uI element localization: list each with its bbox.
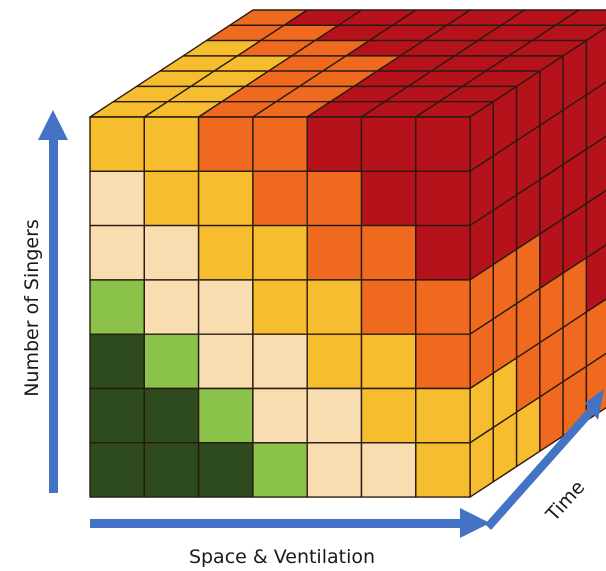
side-cell (585, 81, 606, 150)
z-axis-label: Time (541, 476, 589, 526)
front-cell (252, 279, 308, 335)
front-cell (89, 279, 146, 335)
front-cell (197, 224, 254, 281)
side-cell (585, 135, 606, 205)
front-cell (415, 387, 471, 444)
front-cell (360, 170, 417, 227)
front-cell (415, 279, 471, 335)
z-axis-arrow (485, 389, 604, 530)
front-cell (360, 333, 417, 390)
side-cell (585, 244, 606, 313)
front-cell (89, 442, 146, 498)
front-cell (360, 279, 417, 335)
front-cell (306, 170, 363, 227)
cube-top-face (89, 9, 606, 118)
front-cell (415, 170, 471, 227)
x-axis-arrow (90, 508, 490, 538)
front-cell (360, 116, 417, 173)
y-axis-arrow (38, 110, 68, 493)
front-cell (360, 387, 417, 444)
front-cell (143, 224, 200, 281)
front-cell (252, 170, 308, 227)
front-cell (143, 442, 200, 498)
front-cell (415, 333, 471, 390)
front-cell (89, 333, 146, 390)
front-cell (415, 442, 471, 498)
front-cell (89, 116, 146, 173)
front-cell (306, 387, 363, 444)
front-cell (252, 116, 308, 173)
front-cell (143, 170, 200, 227)
front-cell (306, 442, 363, 498)
front-cell (197, 442, 254, 498)
front-cell (197, 170, 254, 227)
x-axis-label: Space & Ventilation (189, 546, 375, 568)
front-cell (143, 279, 200, 335)
front-cell (89, 387, 146, 444)
front-cell (197, 279, 254, 335)
front-cell (143, 116, 200, 173)
side-cell (585, 26, 606, 96)
front-cell (89, 224, 146, 281)
front-cell (197, 333, 254, 390)
front-cell (252, 442, 308, 498)
front-cell (415, 116, 471, 173)
front-cell (252, 387, 308, 444)
front-cell (306, 333, 363, 390)
front-cell (252, 224, 308, 281)
front-cell (89, 170, 146, 227)
front-cell (360, 442, 417, 498)
front-cell (306, 224, 363, 281)
cube-right-face (469, 26, 606, 498)
side-cell (585, 189, 606, 259)
front-cell (415, 224, 471, 281)
front-cell (143, 333, 200, 390)
cube-front-face (89, 116, 471, 498)
front-cell (252, 333, 308, 390)
side-cell (585, 298, 606, 368)
front-cell (306, 116, 363, 173)
front-cell (143, 387, 200, 444)
front-cell (197, 387, 254, 444)
front-cell (197, 116, 254, 173)
front-cell (360, 224, 417, 281)
y-axis-label: Number of Singers (21, 219, 43, 397)
front-cell (306, 279, 363, 335)
